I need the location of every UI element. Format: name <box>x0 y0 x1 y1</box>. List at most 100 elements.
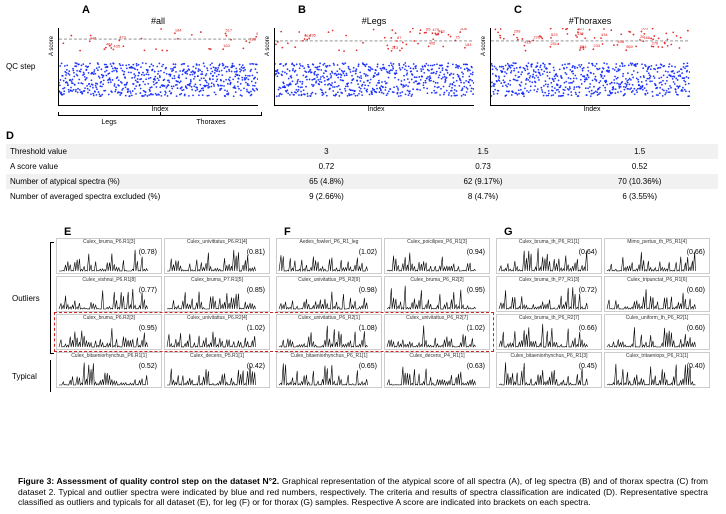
svg-text:413: 413 <box>524 40 531 45</box>
spectra-row-typical: Culex_bitaeniorhynchus_P6_R1[3](0.45)Cul… <box>496 352 712 388</box>
svg-text:298: 298 <box>514 29 521 34</box>
spectrum-thumb: Culex_decens_P4_R1[1](0.63) <box>384 352 490 388</box>
svg-text:233: 233 <box>593 43 600 48</box>
spectrum-thumb: Culex_univitattus_P5_R2[9](0.98) <box>276 276 382 312</box>
spectrum-thumb: Culex_bruma_P6.R2[3](0.95) <box>56 314 162 350</box>
svg-text:206: 206 <box>460 28 467 31</box>
svg-text:473: 473 <box>119 34 126 39</box>
scatter-panel-B: B #Legs A score 510495213178876549547944… <box>270 4 478 126</box>
row-value: 70 (10.36%) <box>561 174 718 189</box>
spectra-row: Culex_bruma_P6.R2[3](0.95)Culex_univitat… <box>56 314 272 350</box>
svg-text:560: 560 <box>626 44 633 49</box>
figure-caption: Figure 3: Assessment of quality control … <box>18 476 708 508</box>
row-value: 1.5 <box>561 144 718 159</box>
row-label: Number of atypical spectra (%) <box>6 174 248 189</box>
panel-letter: D <box>6 130 718 142</box>
y-axis-label: A score <box>49 36 55 56</box>
spectra-header: E F G <box>56 226 716 238</box>
spectra-row: Culex_vishnui_P6.R1[8](0.77)Culex_bruma_… <box>56 276 272 312</box>
scatter-chart-A: A score 448464435473184163517286576 <box>58 28 258 106</box>
spectra-row: Culex_univitattus_P5_R2[9](0.98)Culex_br… <box>276 276 492 312</box>
qc-step-label: QC step <box>6 62 35 71</box>
spectrum-thumb: Culex_bruma_th_P6_R2[7](0.66) <box>496 314 602 350</box>
row-value: 65 (4.8%) <box>248 174 405 189</box>
svg-text:495: 495 <box>429 40 436 45</box>
spectrum-thumb: Culex_bruma_P6.R1[3](0.78) <box>56 238 162 274</box>
spectrum-thumb: Culex_decens_P5.R1[1](0.42) <box>164 352 270 388</box>
spectra-column: Culex_bruma_P6.R1[3](0.78)Culex_univitta… <box>56 238 272 394</box>
row-value: 3 <box>248 144 405 159</box>
row-label: Number of averaged spectra excluded (%) <box>6 189 248 204</box>
svg-text:15: 15 <box>590 28 595 29</box>
scatter-chart-C: A score 29841322625152343232741758415233… <box>490 28 690 106</box>
svg-text:178: 178 <box>392 28 399 29</box>
scatter-panel-A: A #all A score 4484644354731841635172865… <box>54 4 262 126</box>
svg-text:65: 65 <box>426 28 431 32</box>
spectra-column: Culex_bruma_th_P6_R1[1](0.64)Mimo_pertus… <box>496 238 712 394</box>
row-value: 0.72 <box>248 159 405 174</box>
row-value: 0.73 <box>405 159 562 174</box>
sub-x-brackets: Legs Thoraxes <box>58 115 262 126</box>
outliers-label: Outliers <box>12 238 56 358</box>
spectra-row: Aedes_fowleri_P6_R1_leg(1.02)Culex_poici… <box>276 238 492 274</box>
panel-letter: A <box>82 4 262 16</box>
svg-text:213: 213 <box>391 45 398 50</box>
svg-text:184: 184 <box>175 28 182 32</box>
svg-text:435: 435 <box>113 43 120 48</box>
spectrum-thumb: Culex_vishnui_P6.R1[8](0.77) <box>56 276 162 312</box>
spectra-row: Culex_univitattus_P6_R2[1](1.08)Culex_un… <box>276 314 492 350</box>
spectrum-thumb: Culex_poicilipes_P6_R1[3](0.94) <box>384 238 490 274</box>
spectrum-thumb: Culex_bruma_th_P7_R1[3](0.72) <box>496 276 602 312</box>
row-value: 8 (4.7%) <box>405 189 562 204</box>
spectra-grid: Culex_bruma_P6.R1[3](0.78)Culex_univitta… <box>56 238 716 394</box>
row-label: A score value <box>6 159 248 174</box>
row-value: 6 (3.55%) <box>561 189 718 204</box>
svg-text:251: 251 <box>550 41 557 46</box>
x-axis-label: Index <box>490 106 694 113</box>
spectra-column: Aedes_fowleri_P6_R1_leg(1.02)Culex_poici… <box>276 238 492 394</box>
row-value: 62 (9.17%) <box>405 174 562 189</box>
spectra-row-typical: Culex_bitaeniorhynchus_P6.R1[1](0.52)Cul… <box>56 352 272 388</box>
svg-text:408: 408 <box>617 39 624 44</box>
svg-text:505: 505 <box>641 28 648 30</box>
svg-text:576: 576 <box>256 31 258 36</box>
panel-title: #Thoraxes <box>486 16 694 26</box>
spectrum-thumb: Culex_tripunctat_P6_R1[6](0.60) <box>604 276 710 312</box>
y-axis-label: A score <box>481 36 487 56</box>
table-row: Number of averaged spectra excluded (%)9… <box>6 189 718 204</box>
spectra-row: Culex_bruma_th_P7_R1[3](0.72)Culex_tripu… <box>496 276 712 312</box>
table-row: Number of atypical spectra (%)65 (4.8%)6… <box>6 174 718 189</box>
y-axis-label: A score <box>265 36 271 56</box>
spectra-row-typical: Culex_bitaeniorhynchus_P6_R1[1](0.65)Cul… <box>276 352 492 388</box>
row-value: 0.52 <box>561 159 718 174</box>
x-axis-label: Index <box>274 106 478 113</box>
spectrum-thumb: Aedes_fowleri_P6_R1_leg(1.02) <box>276 238 382 274</box>
row-value: 9 (2.66%) <box>248 189 405 204</box>
svg-text:434: 434 <box>601 32 608 37</box>
panel-letter: E <box>56 226 272 238</box>
spectrum-thumb: Culex_bruma_P7.R1[5](0.85) <box>164 276 270 312</box>
spectrum-thumb: Culex_bruma_th_P6_R1[1](0.64) <box>496 238 602 274</box>
spectra-row: Culex_bruma_th_P6_R2[7](0.66)Culex_unifo… <box>496 314 712 350</box>
spectra-row: Culex_bruma_th_P6_R1[1](0.64)Mimo_pertus… <box>496 238 712 274</box>
svg-text:184: 184 <box>465 42 472 47</box>
table-D: D Threshold value31.51.5A score value0.7… <box>6 130 718 204</box>
panel-letter: C <box>514 4 694 16</box>
svg-text:87: 87 <box>397 35 401 40</box>
spectrum-thumb: Culex_bitaeniorhynchus_P6_R1[1](0.65) <box>276 352 382 388</box>
svg-text:495: 495 <box>309 32 316 37</box>
table-row: Threshold value31.51.5 <box>6 144 718 159</box>
row-value: 1.5 <box>405 144 562 159</box>
scatter-chart-B: A score 51049521317887654954794437520618… <box>274 28 474 106</box>
scatter-panel-C: C #Thoraxes A score 29841322625152343232… <box>486 4 694 126</box>
spectrum-thumb: Culex_univittatus_P6.R1[4](0.81) <box>164 238 270 274</box>
spectrum-thumb: Mimo_pertus_th_P5_R1[4](0.66) <box>604 238 710 274</box>
panel-letter: G <box>496 226 712 238</box>
svg-text:517: 517 <box>226 28 233 33</box>
svg-text:166: 166 <box>643 35 650 40</box>
panel-letter: B <box>298 4 478 16</box>
row-labels: Outliers Typical <box>12 238 56 394</box>
spectrum-thumb: Culex_bitaeniorhynchus_P6.R1[1](0.52) <box>56 352 162 388</box>
sub-x-legs: Legs <box>58 115 160 126</box>
criteria-table: Threshold value31.51.5A score value0.720… <box>6 144 718 204</box>
